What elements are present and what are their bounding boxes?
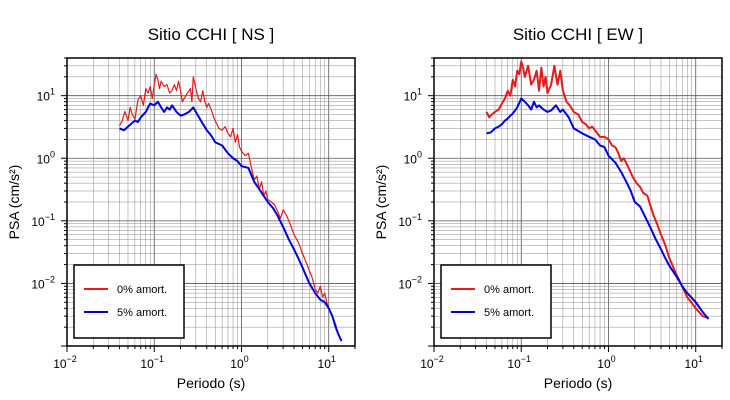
x-tick-label: 100 <box>597 354 615 371</box>
chart-panel-ns: Sitio CCHI [ NS ] 10−2 10−1 100 101 10−210−… <box>6 25 356 391</box>
x-tick-label: 10−2 <box>420 354 444 371</box>
y-tick-label: 100 <box>37 149 55 166</box>
series-line-5pct <box>119 100 343 342</box>
series-line-0pct <box>118 73 343 342</box>
x-tick-label: 10−1 <box>507 354 531 371</box>
legend-box <box>73 264 185 339</box>
y-tick-label: 10−1 <box>398 212 422 229</box>
x-tick-labels: 10−2 10−1 100 101 <box>420 354 703 371</box>
x-tick-label: 101 <box>318 354 336 371</box>
chart-panel-ew: Sitio CCHI [ EW ] 10−2 10−1 100 101 10−210−… <box>373 25 723 391</box>
legend: 0% amort. 5% amort. <box>440 264 552 339</box>
y-tick-label: 101 <box>37 87 55 104</box>
x-tick-label: 101 <box>685 354 703 371</box>
series-line-0pct <box>485 60 709 319</box>
plot-frame <box>433 57 723 347</box>
y-tick-label: 101 <box>404 87 422 104</box>
legend-label-5pct: 5% amort. <box>484 307 534 319</box>
plot-frame <box>66 57 356 347</box>
y-tick-label: 10−2 <box>398 274 422 291</box>
legend-label-0pct: 0% amort. <box>484 284 534 296</box>
chart-title: Sitio CCHI [ EW ] <box>513 25 643 44</box>
x-axis-label: Periodo (s) <box>544 375 612 391</box>
legend: 0% amort. 5% amort. <box>73 264 185 339</box>
y-tick-labels: 10−2 10−1 100 101 <box>31 87 55 292</box>
legend-box <box>440 264 552 339</box>
legend-label-5pct: 5% amort. <box>117 307 167 319</box>
y-tick-label: 10−2 <box>31 274 55 291</box>
legend-label-0pct: 0% amort. <box>117 284 167 296</box>
y-tick-label: 10−1 <box>31 212 55 229</box>
y-axis-label: PSA (cm/s²) <box>6 165 22 240</box>
x-axis-label: Periodo (s) <box>177 375 245 391</box>
y-axis-label: PSA (cm/s²) <box>373 165 389 240</box>
x-tick-label: 100 <box>230 354 248 371</box>
y-tick-label: 100 <box>404 149 422 166</box>
y-tick-labels: 10−2 10−1 100 101 <box>398 87 422 292</box>
series-layer <box>485 60 710 320</box>
chart-title: Sitio CCHI [ NS ] <box>148 25 275 44</box>
x-tick-label: 10−1 <box>140 354 164 371</box>
series-line-5pct <box>486 97 710 320</box>
x-tick-labels: 10−2 10−1 100 101 <box>53 354 336 371</box>
series-layer <box>118 73 343 342</box>
x-tick-label: 10−2 <box>53 354 77 371</box>
